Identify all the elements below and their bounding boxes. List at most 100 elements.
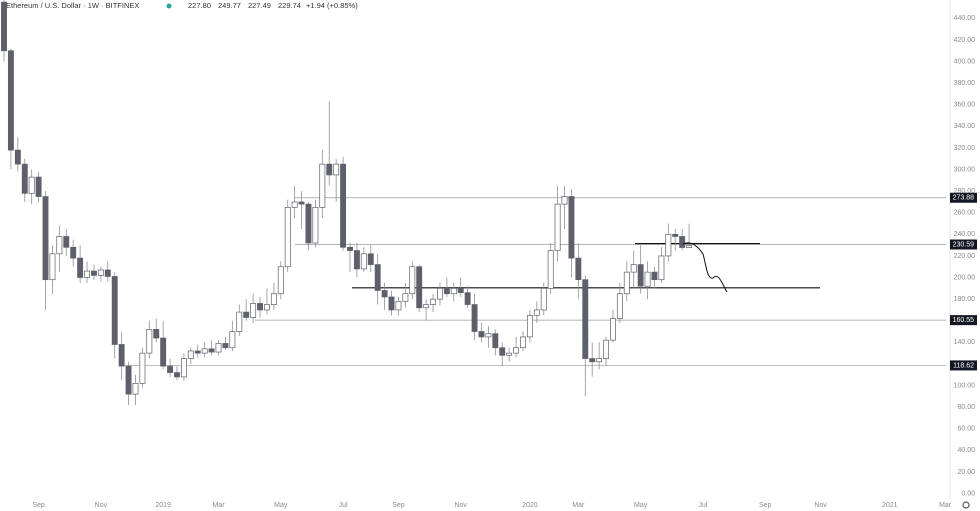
y-tick-label: 420.00: [954, 37, 976, 44]
candle-body: [547, 250, 554, 289]
candle-body: [554, 203, 561, 251]
candle-body: [416, 266, 423, 309]
y-tick-label: 200.00: [954, 274, 976, 281]
candle-body: [610, 318, 616, 341]
y-tick-label: 40.00: [957, 447, 975, 454]
candle-body: [35, 176, 42, 197]
candle-body: [395, 300, 402, 311]
y-tick-label: 360.00: [954, 102, 976, 109]
candle-body: [139, 352, 146, 384]
candle-body: [312, 206, 319, 244]
x-tick-label: Sep: [32, 502, 45, 509]
candle-body: [367, 253, 374, 265]
candle-body: [374, 264, 381, 291]
candle-body: [513, 347, 520, 354]
candle-body: [492, 333, 499, 349]
candle-body: [360, 253, 367, 270]
y-tick-label: 380.00: [954, 80, 976, 87]
candle-body: [520, 336, 526, 349]
candle-body: [174, 372, 180, 378]
candle-body: [291, 201, 298, 208]
candle-body: [56, 236, 63, 255]
candle-body: [596, 358, 603, 363]
x-tick-label: Mar: [212, 502, 225, 509]
candle-body: [582, 279, 589, 359]
candle-body: [679, 236, 686, 248]
close-value: 229.74: [278, 1, 301, 10]
candle-body: [443, 287, 450, 295]
candle-body: [1, 1, 7, 52]
candle-body: [153, 329, 160, 339]
candle-body: [450, 287, 457, 295]
candle-body: [160, 337, 167, 367]
candle-body: [665, 233, 672, 257]
candle-body: [340, 163, 347, 248]
candle-body: [637, 264, 644, 287]
y-tick-label: 60.00: [957, 426, 975, 433]
candle-body: [347, 246, 353, 251]
candle-body: [118, 344, 125, 367]
candle-body: [326, 163, 333, 176]
candle-body: [478, 331, 485, 338]
candle-body: [201, 348, 208, 354]
high-value: 249.77: [218, 1, 241, 10]
candle-body: [70, 246, 77, 259]
y-tick-label: 140.00: [954, 339, 976, 346]
y-tick-label: 320.00: [954, 145, 976, 152]
candle-body: [630, 264, 637, 273]
x-tick-label: Sep: [392, 502, 405, 509]
candle-body: [167, 365, 174, 373]
price-level-tag: [950, 360, 977, 371]
candle-body: [146, 329, 153, 354]
x-tick-label: Nov: [95, 502, 108, 509]
candle-body: [651, 271, 658, 281]
x-tick-label: May: [274, 502, 288, 509]
candle-body: [402, 293, 409, 302]
candle-body: [485, 333, 492, 338]
candle-body: [423, 304, 430, 309]
price-level-tag: [950, 192, 977, 203]
settings-icon[interactable]: [962, 501, 970, 509]
candle-body: [644, 271, 651, 287]
candle-body: [270, 293, 277, 305]
low-value: 227.49: [248, 1, 271, 10]
x-tick-label: Nov: [814, 502, 827, 509]
candle-body: [208, 348, 215, 353]
x-tick-label: Nov: [454, 502, 467, 509]
settings-gear[interactable]: [962, 501, 970, 509]
candle-body: [533, 309, 540, 316]
candle-body: [568, 196, 575, 259]
candle-body: [319, 163, 326, 208]
x-tick-label: 2021: [882, 502, 898, 509]
y-tick-label: 260.00: [954, 210, 976, 217]
candle-body: [132, 383, 139, 395]
price-level-label: 273.88: [953, 195, 975, 202]
price-level-label: 160.55: [953, 317, 975, 324]
candle-body: [471, 304, 478, 332]
candle-body: [229, 331, 236, 349]
candle-body: [499, 347, 506, 356]
candle-body: [222, 343, 229, 349]
y-tick-label: 440.00: [954, 15, 976, 22]
x-tick-label: 2019: [155, 502, 171, 509]
candle-body: [430, 298, 436, 305]
candle-body: [125, 365, 132, 395]
candle-body: [215, 343, 222, 353]
candle-body: [63, 236, 70, 248]
candle-body: [84, 270, 90, 278]
candle-body: [284, 206, 291, 268]
candle-body: [333, 163, 340, 176]
candle-body: [104, 269, 111, 277]
x-tick-label: 2020: [522, 502, 538, 509]
price-level-tag: [950, 315, 977, 326]
candle-body: [180, 358, 187, 378]
candle-body: [603, 339, 609, 359]
candle-body: [257, 303, 263, 311]
candle-body: [277, 266, 284, 295]
y-tick-label: 180.00: [954, 296, 976, 303]
candle-body: [437, 287, 443, 300]
y-tick-label: 280.00: [954, 188, 976, 195]
y-tick-label: 80.00: [957, 404, 975, 411]
